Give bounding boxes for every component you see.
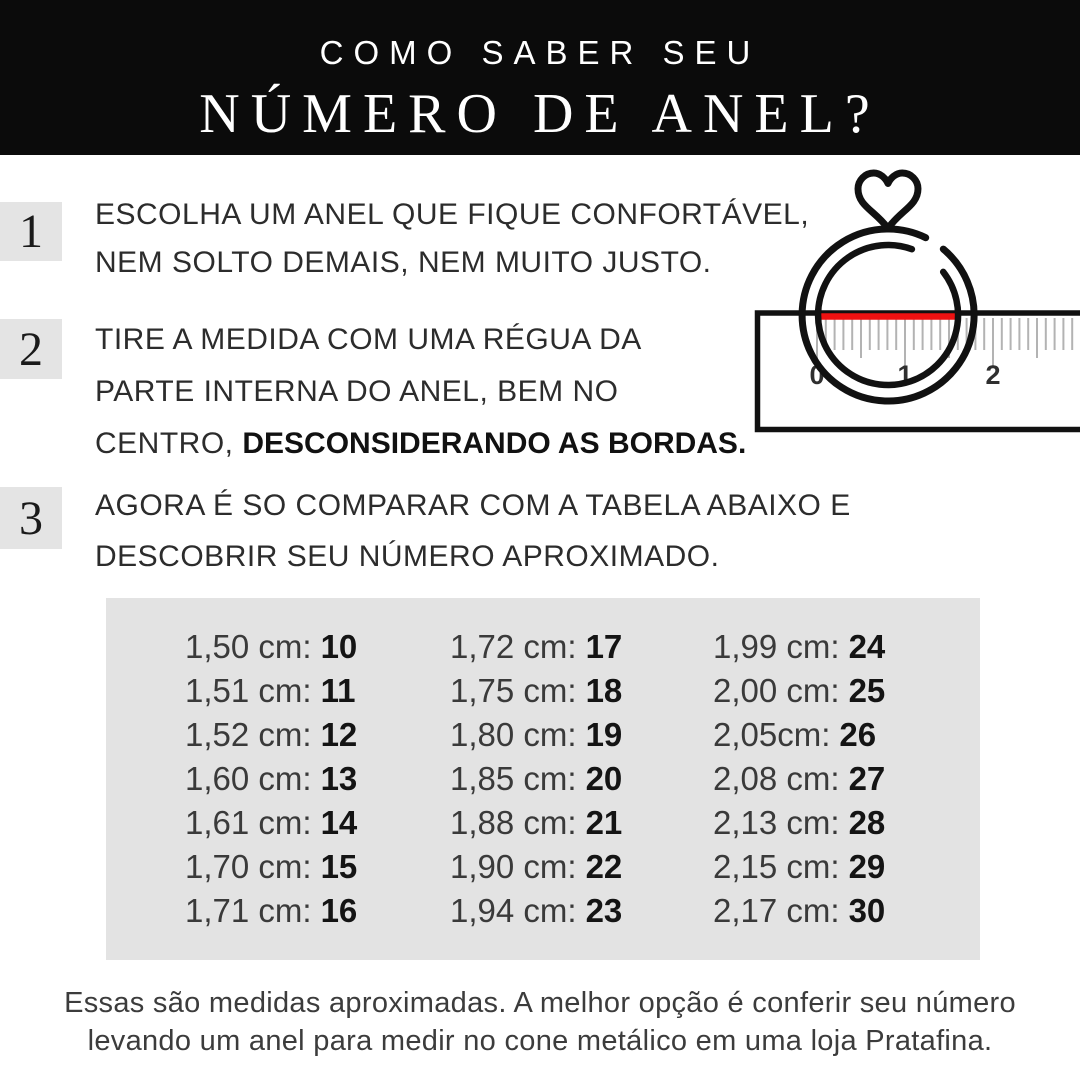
size-entry: 1,80 cm: 19 — [450, 713, 622, 757]
size-entry: 2,13 cm: 28 — [713, 801, 885, 845]
step-1-text: ESCOLHA UM ANEL QUE FIQUE CONFORTÁVEL, N… — [95, 191, 809, 287]
step-3-line-2: DESCOBRIR SEU NÚMERO APROXIMADO. — [95, 540, 720, 573]
size-entry: 2,17 cm: 30 — [713, 889, 885, 933]
ring-size: 25 — [848, 672, 886, 709]
step-2-number: 2 — [0, 319, 62, 379]
size-entry: 2,08 cm: 27 — [713, 757, 885, 801]
size-entry: 1,52 cm: 12 — [185, 713, 357, 757]
ring-size: 14 — [320, 804, 358, 841]
step-3-number: 3 — [0, 487, 62, 549]
measurement: 1,50 cm: — [185, 628, 312, 665]
ring-size: 21 — [585, 804, 623, 841]
step-2-line-2: PARTE INTERNA DO ANEL, BEM NO — [95, 375, 619, 408]
ring-size: 30 — [848, 892, 886, 929]
measurement: 1,70 cm: — [185, 848, 312, 885]
step-2-text: TIRE A MEDIDA COM UMA RÉGUA DA PARTE INT… — [95, 314, 746, 470]
measurement: 2,15 cm: — [713, 848, 840, 885]
ruler-ticks — [816, 318, 1074, 366]
measurement: 1,99 cm: — [713, 628, 840, 665]
ring-size: 22 — [585, 848, 623, 885]
header-subtitle: COMO SABER SEU — [319, 34, 761, 71]
size-entry: 1,90 cm: 22 — [450, 845, 622, 889]
measurement: 1,85 cm: — [450, 760, 577, 797]
footer-line-1: Essas são medidas aproximadas. A melhor … — [64, 987, 1016, 1019]
ring-size: 13 — [320, 760, 358, 797]
header-banner: COMO SABER SEU NÚMERO DE ANEL? — [0, 0, 1080, 155]
ring-size: 16 — [320, 892, 358, 929]
measurement: 2,08 cm: — [713, 760, 840, 797]
size-entry: 1,61 cm: 14 — [185, 801, 357, 845]
measurement: 1,75 cm: — [450, 672, 577, 709]
ring-measurement-illustration: 0 1 2 — [754, 169, 1080, 433]
ruler-number-2: 2 — [985, 360, 1000, 390]
size-entry: 1,88 cm: 21 — [450, 801, 622, 845]
ring-size: 15 — [320, 848, 358, 885]
ring-size: 17 — [585, 628, 623, 665]
size-entry: 1,51 cm: 11 — [185, 669, 357, 713]
size-entry: 2,00 cm: 25 — [713, 669, 885, 713]
ring-size: 28 — [848, 804, 886, 841]
ring-size: 26 — [839, 716, 877, 753]
step-2-line-3-regular: CENTRO, — [95, 427, 243, 460]
size-entry: 1,71 cm: 16 — [185, 889, 357, 933]
measurement: 1,90 cm: — [450, 848, 577, 885]
size-table-column-3: 1,99 cm: 24 2,00 cm: 25 2,05cm: 26 2,08 cm:… — [713, 625, 885, 933]
size-table-column-1: 1,50 cm: 10 1,51 cm: 11 1,52 cm: 12 1,60 cm… — [185, 625, 357, 933]
measurement: 1,71 cm: — [185, 892, 312, 929]
size-table-column-2: 1,72 cm: 17 1,75 cm: 18 1,80 cm: 19 1,85 cm… — [450, 625, 622, 933]
size-entry: 1,99 cm: 24 — [713, 625, 885, 669]
ring-size: 23 — [585, 892, 623, 929]
ruler-body — [754, 310, 1080, 433]
measurement: 1,72 cm: — [450, 628, 577, 665]
step-1-line-1: ESCOLHA UM ANEL QUE FIQUE CONFORTÁVEL, — [95, 198, 810, 231]
step-3-line-1: AGORA É SO COMPARAR COM A TABELA ABAIXO … — [95, 489, 851, 522]
measurement: 2,13 cm: — [713, 804, 840, 841]
ring-size: 11 — [320, 672, 356, 709]
step-1-number: 1 — [0, 202, 62, 261]
size-entry: 1,70 cm: 15 — [185, 845, 357, 889]
measurement: 1,60 cm: — [185, 760, 312, 797]
size-entry: 1,60 cm: 13 — [185, 757, 357, 801]
ring-outer-circle — [798, 225, 978, 405]
ring-size: 18 — [585, 672, 623, 709]
ring-size: 29 — [848, 848, 886, 885]
step-3-text: AGORA É SO COMPARAR COM A TABELA ABAIXO … — [95, 480, 851, 582]
measurement: 2,00 cm: — [713, 672, 840, 709]
footer-note: Essas são medidas aproximadas. A melhor … — [0, 984, 1080, 1060]
measurement: 2,05cm: — [713, 716, 831, 753]
size-entry: 1,50 cm: 10 — [185, 625, 357, 669]
footer-line-2: levando um anel para medir no cone metál… — [87, 1025, 993, 1057]
step-2-line-3-bold: DESCONSIDERANDO AS BORDAS. — [242, 427, 747, 460]
size-entry: 1,72 cm: 17 — [450, 625, 622, 669]
measurement: 2,17 cm: — [713, 892, 840, 929]
size-entry: 1,75 cm: 18 — [450, 669, 622, 713]
size-entry: 1,85 cm: 20 — [450, 757, 622, 801]
ring-inner-circle — [814, 241, 962, 389]
measurement: 1,61 cm: — [185, 804, 312, 841]
ring-size: 20 — [585, 760, 623, 797]
size-table-panel: 1,50 cm: 10 1,51 cm: 11 1,52 cm: 12 1,60 cm… — [106, 598, 980, 960]
measurement: 1,88 cm: — [450, 804, 577, 841]
ring-size: 27 — [848, 760, 886, 797]
measurement: 1,94 cm: — [450, 892, 577, 929]
size-entry: 2,15 cm: 29 — [713, 845, 885, 889]
size-entry: 1,94 cm: 23 — [450, 889, 622, 933]
ring-size: 10 — [320, 628, 358, 665]
page-title: NÚMERO DE ANEL? — [199, 83, 881, 145]
ring-size: 24 — [848, 628, 886, 665]
size-entry: 2,05cm: 26 — [713, 713, 885, 757]
measurement: 1,51 cm: — [185, 672, 312, 709]
step-2-line-3: CENTRO, DESCONSIDERANDO AS BORDAS. — [95, 418, 746, 470]
measurement: 1,52 cm: — [185, 716, 312, 753]
step-2-line-1: TIRE A MEDIDA COM UMA RÉGUA DA — [95, 323, 642, 356]
ring-size: 12 — [320, 716, 358, 753]
step-1-line-2: NEM SOLTO DEMAIS, NEM MUITO JUSTO. — [95, 246, 712, 279]
measurement: 1,80 cm: — [450, 716, 577, 753]
heart-icon — [854, 169, 922, 232]
ring-size: 19 — [585, 716, 623, 753]
